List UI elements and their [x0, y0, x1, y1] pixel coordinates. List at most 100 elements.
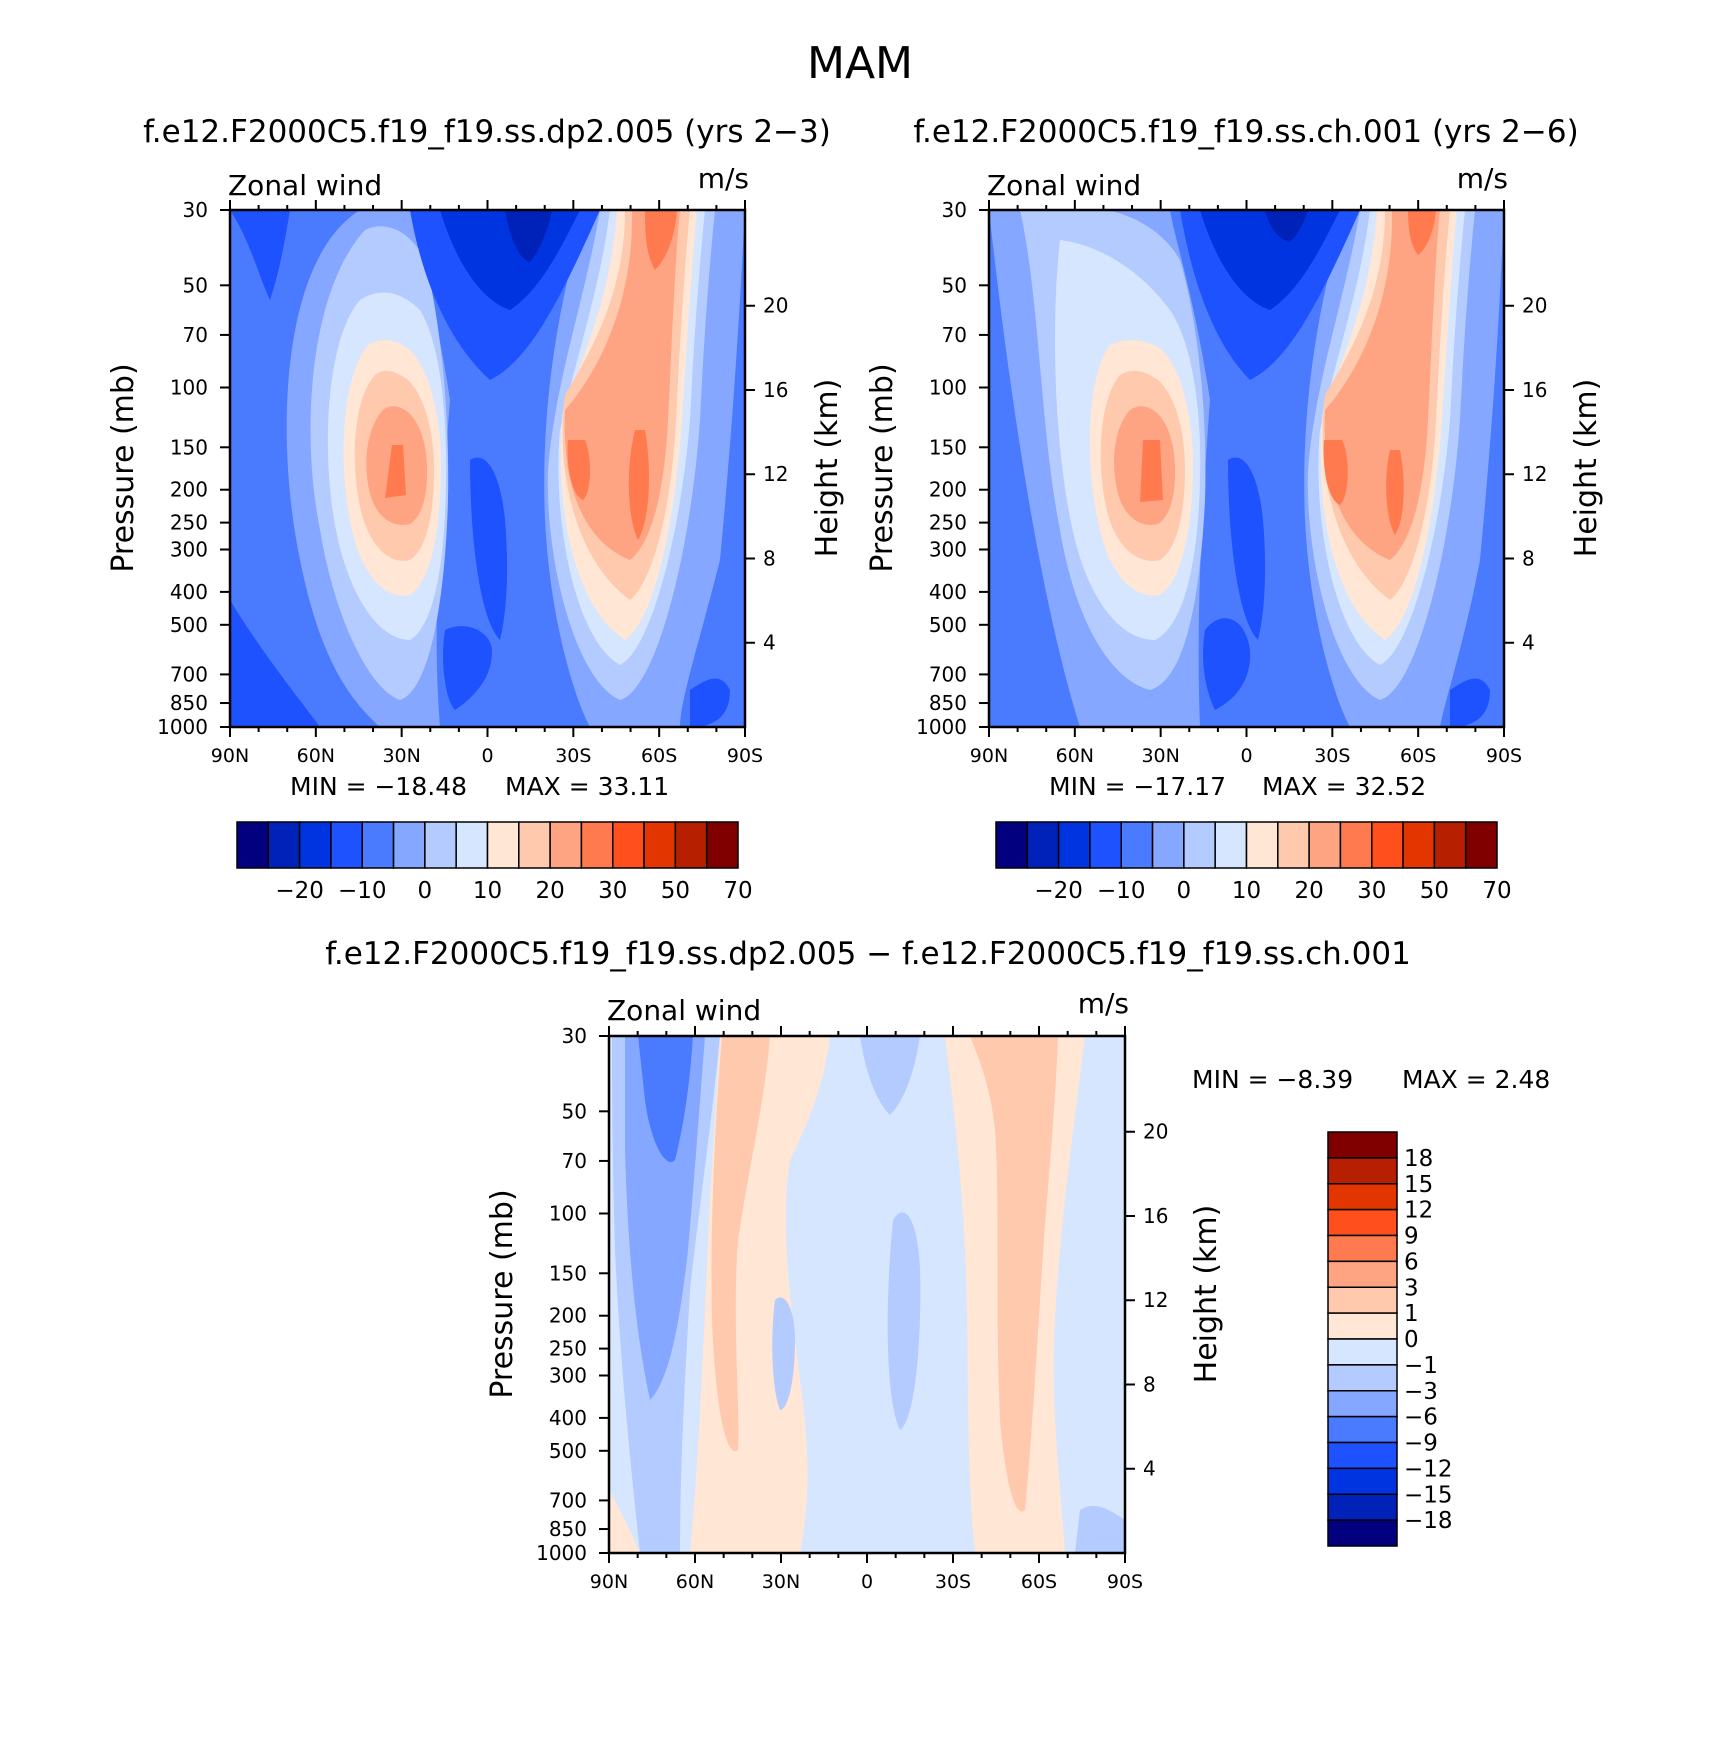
colorbar-swatch — [1214, 821, 1248, 869]
panel-b-southjet-l5 — [1324, 210, 1440, 560]
y-tick-label: 1000 — [916, 715, 967, 739]
panel-b-left-label: Zonal wind — [987, 169, 1141, 202]
colorbar-swatch — [1327, 1312, 1398, 1340]
y-tick-label: 70 — [183, 323, 208, 347]
y-tick-label: 50 — [183, 273, 208, 297]
colorbar-label: 6 — [1404, 1249, 1419, 1275]
colorbar-swatch — [1327, 1260, 1398, 1288]
x-tick-label: 0 — [481, 745, 493, 767]
colorbar-swatch — [1327, 1157, 1398, 1185]
y-tick-label: 50 — [562, 1099, 587, 1123]
x-tick-label: 60N — [676, 1571, 714, 1593]
panel-c-neg-dot-eq — [887, 1212, 921, 1430]
y-tick-label: 500 — [929, 613, 967, 637]
x-tick-label: 90S — [1486, 745, 1522, 767]
colorbar-label: −15 — [1404, 1482, 1453, 1508]
colorbar-swatch — [392, 821, 426, 869]
y-tick-label: 850 — [170, 691, 208, 715]
y-tick-label: 70 — [942, 323, 967, 347]
y-tick-label: 150 — [549, 1261, 587, 1285]
x-tick-label: 90N — [590, 1571, 628, 1593]
colorbar-swatch — [298, 821, 332, 869]
panel-b-title: f.e12.F2000C5.f19_f19.ss.ch.001 (yrs 2−6… — [913, 114, 1578, 150]
x-tick-label: 90N — [211, 745, 249, 767]
y-tick-label: 300 — [170, 537, 208, 561]
y-tick-label: 850 — [549, 1517, 587, 1541]
main-title: MAM — [807, 38, 913, 89]
panel-c-neg-corner-s — [1075, 1505, 1125, 1553]
panel-a-strat-l2 — [440, 210, 580, 310]
panel-b-northjet-core — [1140, 440, 1163, 502]
panel-c-axes: 90N 60N 30N 0 30S 60S 90S 30 50 70 100 150 200 250300… — [536, 1024, 1168, 1593]
y-tick-label: 250 — [170, 511, 208, 535]
panel-b-southjet-core-b — [1386, 450, 1404, 535]
colorbar-swatch — [580, 821, 614, 869]
panel-a-trop-blue-s — [690, 678, 730, 727]
colorbar-swatch — [1120, 821, 1154, 869]
y-tick-label: 100 — [929, 376, 967, 400]
y-right-tick-label: 16 — [763, 378, 788, 402]
colorbar-swatch — [643, 821, 677, 869]
colorbar-swatch — [674, 821, 708, 869]
colorbar-swatch — [267, 821, 301, 869]
colorbar-swatch — [1327, 1338, 1398, 1366]
colorbar-swatch — [424, 821, 457, 869]
panel-c-right-label: m/s — [1078, 987, 1129, 1020]
panel-c: f.e12.F2000C5.f19_f19.ss.dp2.005 − f.e12… — [325, 936, 1550, 1593]
x-tick-label: 60S — [1400, 745, 1436, 767]
panel-a-southjet-top-core — [645, 210, 677, 270]
colorbar-swatch — [1433, 821, 1467, 869]
colorbar-swatch — [518, 821, 551, 869]
colorbar-swatch — [1327, 1286, 1398, 1314]
colorbar-label: 50 — [661, 878, 690, 904]
x-tick-label: 60S — [641, 745, 677, 767]
panel-b-colorbar: −20 −10 0 10 20 30 50 70 — [995, 821, 1512, 904]
colorbar-label: 18 — [1404, 1146, 1433, 1172]
colorbar-label: −1 — [1404, 1353, 1438, 1379]
panel-a: f.e12.F2000C5.f19_f19.ss.dp2.005 (yrs 2−… — [106, 114, 845, 904]
panel-a-right-label: m/s — [698, 162, 749, 195]
colorbar-swatch — [995, 821, 1029, 869]
y-tick-label: 30 — [183, 198, 208, 222]
y-tick-label: 200 — [549, 1304, 587, 1328]
y-right-tick-label: 4 — [763, 631, 776, 655]
colorbar-label: 20 — [1294, 878, 1323, 904]
y-tick-label: 100 — [170, 376, 208, 400]
y-right-tick-label: 12 — [1522, 462, 1547, 486]
colorbar-label: −12 — [1404, 1456, 1453, 1482]
panel-c-pos-core-n — [711, 1036, 770, 1452]
colorbar-label: −20 — [1034, 878, 1083, 904]
y-tick-label: 400 — [549, 1406, 587, 1430]
colorbar-swatch — [1371, 821, 1404, 869]
y-tick-label: 700 — [929, 662, 967, 686]
colorbar-swatch — [1327, 1234, 1398, 1263]
colorbar-swatch — [1327, 1183, 1398, 1211]
colorbar-swatch — [612, 821, 645, 869]
panel-b-eq-column — [1228, 457, 1266, 640]
panel-b-strat-l2 — [1200, 210, 1340, 310]
colorbar-label: 0 — [418, 878, 433, 904]
panel-a-strat-l3 — [505, 210, 552, 262]
y-tick-label: 1000 — [536, 1541, 587, 1565]
y-tick-label: 200 — [170, 478, 208, 502]
colorbar-label: −10 — [1097, 878, 1146, 904]
colorbar-label: 3 — [1404, 1275, 1419, 1301]
panel-c-title: f.e12.F2000C5.f19_f19.ss.dp2.005 − f.e12… — [325, 936, 1411, 972]
y-right-tick-label: 16 — [1143, 1204, 1168, 1228]
panel-a-southjet-core-b — [628, 430, 650, 540]
colorbar-label: 15 — [1404, 1172, 1433, 1198]
colorbar-swatch — [1327, 1441, 1398, 1470]
x-tick-label: 30S — [935, 1571, 971, 1593]
colorbar-swatch — [1327, 1131, 1398, 1159]
colorbar-label: 70 — [1482, 878, 1511, 904]
y-right-tick-label: 8 — [1143, 1372, 1156, 1396]
y-tick-label: 200 — [929, 478, 967, 502]
panel-c-pos-core-s — [970, 1036, 1058, 1512]
colorbar-swatch — [1308, 821, 1342, 869]
colorbar-label: −10 — [338, 878, 387, 904]
y-tick-label: 700 — [549, 1488, 587, 1512]
x-tick-label: 90N — [970, 745, 1008, 767]
panel-b-ylabel: Pressure (mb) — [865, 363, 900, 572]
colorbar-label: −9 — [1404, 1431, 1438, 1457]
panel-b-ylabel-right: Height (km) — [1569, 379, 1604, 558]
